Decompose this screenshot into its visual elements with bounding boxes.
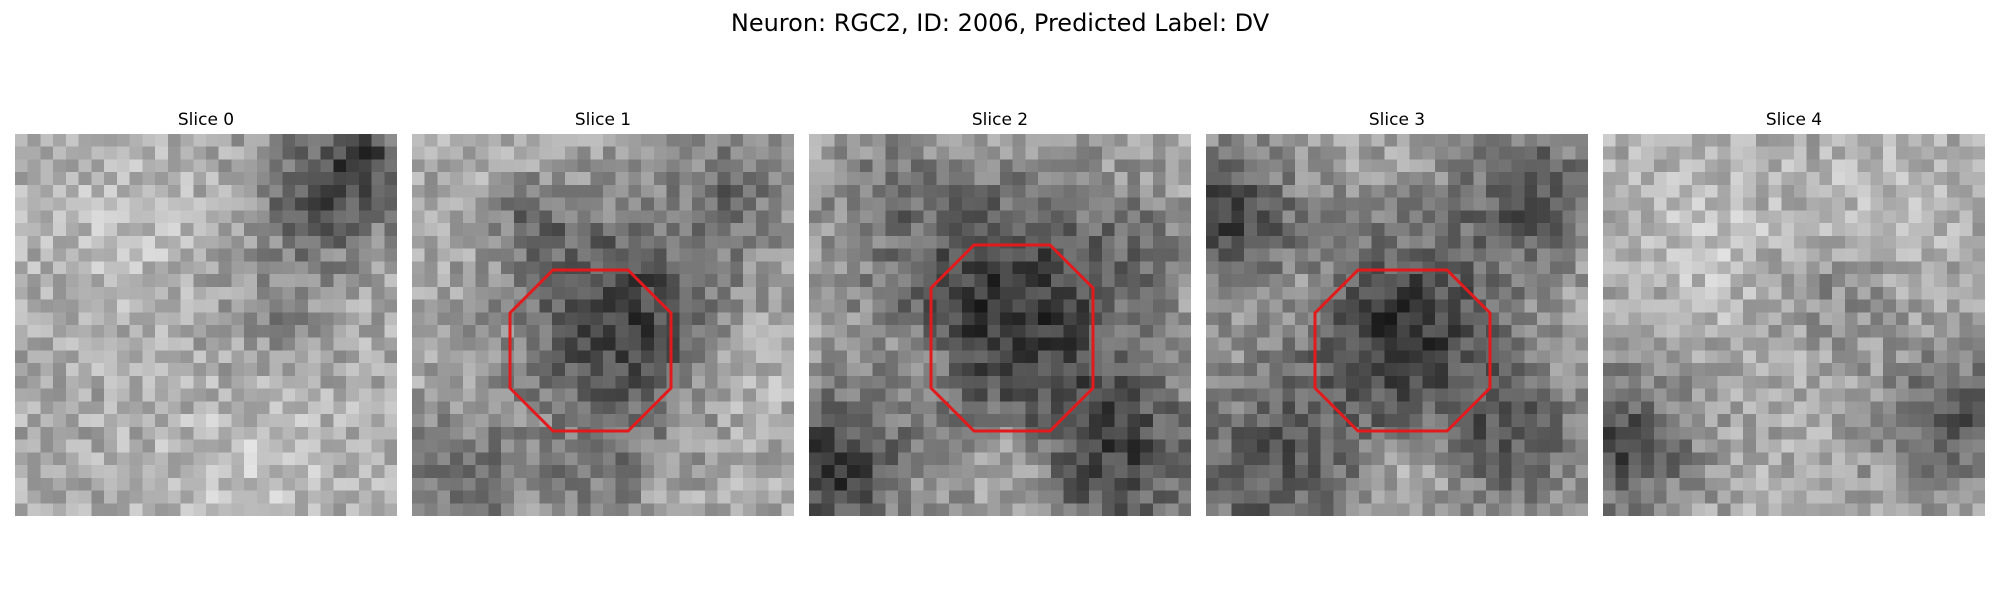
roi-octagon-outline	[1313, 268, 1492, 433]
slice-image-3	[1206, 134, 1588, 516]
slice-4-pixels	[1603, 134, 1985, 516]
slice-image-4	[1603, 134, 1985, 516]
slice-1-pixels	[412, 134, 794, 516]
slice-title-3: Slice 3	[1368, 110, 1426, 130]
slice-panel-0: Slice 0	[15, 108, 397, 516]
roi-octagon-outline	[508, 268, 673, 433]
slice-panel-3: Slice 3	[1206, 108, 1588, 516]
slice-title-2: Slice 2	[971, 110, 1029, 130]
slice-title-0: Slice 0	[177, 110, 235, 130]
slice-0-pixels	[15, 134, 397, 516]
slice-panel-4: Slice 4	[1603, 108, 1985, 516]
slice-image-1	[412, 134, 794, 516]
slice-2-roi-overlay	[929, 243, 1095, 433]
slice-image-0	[15, 134, 397, 516]
slice-title-4: Slice 4	[1765, 110, 1823, 130]
slice-panel-2: Slice 2	[809, 108, 1191, 516]
slice-1-roi-overlay	[508, 268, 673, 433]
slice-image-2	[809, 134, 1191, 516]
figure-title: Neuron: RGC2, ID: 2006, Predicted Label:…	[730, 9, 1270, 37]
roi-octagon-outline	[929, 243, 1095, 433]
slice-3-pixels	[1206, 134, 1588, 516]
slice-2-pixels	[809, 134, 1191, 516]
slice-panel-1: Slice 1	[412, 108, 794, 516]
slice-title-1: Slice 1	[574, 110, 632, 130]
slice-3-roi-overlay	[1313, 268, 1492, 433]
